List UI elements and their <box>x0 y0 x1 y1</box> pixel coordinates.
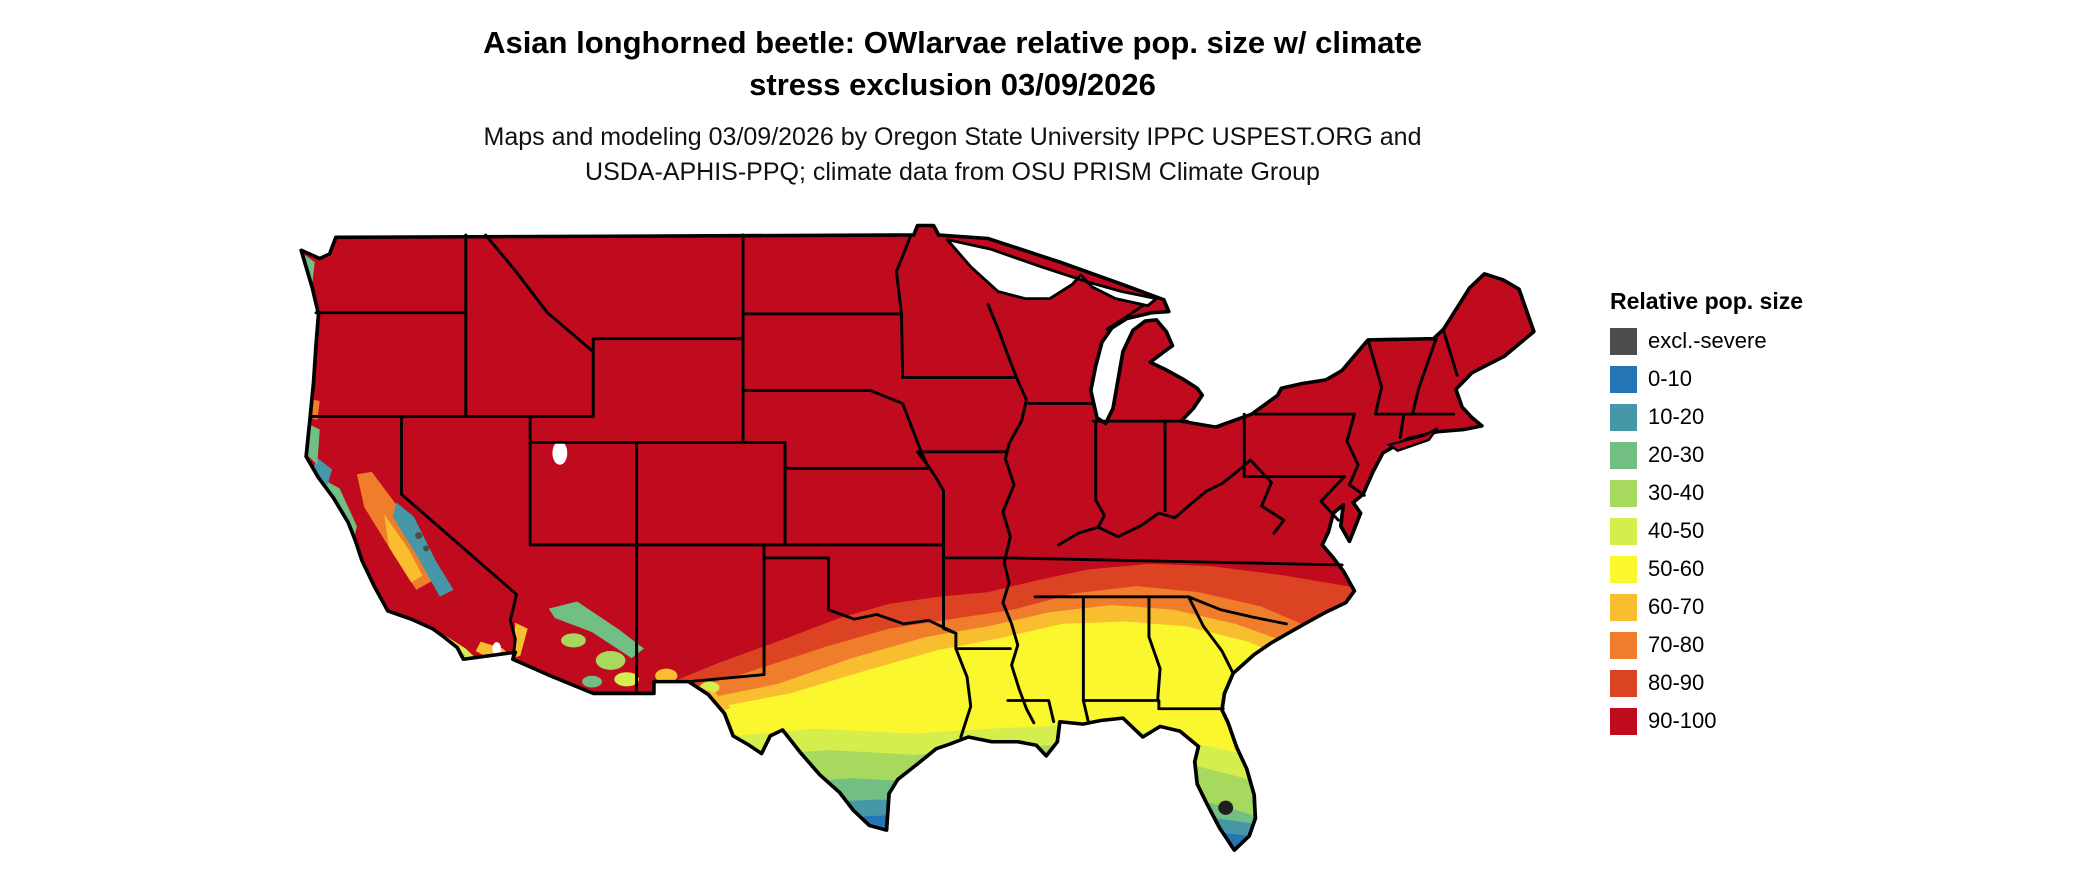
legend-entries: excl.-severe 0-10 10-20 20-30 30-40 40-50 50-6… <box>1610 327 1870 735</box>
legend-label: 20-30 <box>1648 442 1705 467</box>
north-coast-teal-patch <box>312 457 333 486</box>
legend-swatch <box>1610 479 1637 507</box>
legend-title: Relative pop. size <box>1610 288 1804 314</box>
lower-colorado-river-patch <box>512 622 528 659</box>
se-arizona-patch <box>595 651 626 670</box>
legend-label: 10-20 <box>1648 404 1705 429</box>
map-legend: Relative pop. size excl.-severe 0-10 10-20… <box>1610 288 1870 745</box>
central-arizona-patch <box>561 633 586 648</box>
legend-entry: 70-80 <box>1610 631 1870 659</box>
legend-swatch <box>1610 593 1637 621</box>
us-landmass <box>301 225 1534 851</box>
lake-superior <box>945 238 1158 308</box>
redwood-coast-patch <box>307 424 320 465</box>
legend-label: 90-100 <box>1648 708 1717 733</box>
pop-band-0-10 <box>790 814 1416 851</box>
pop-band-20-30 <box>730 775 1416 851</box>
great-salt-lake <box>552 441 568 465</box>
map-subtitle: Maps and modeling 03/09/2026 by Oregon S… <box>0 120 1905 190</box>
legend-entry: 20-30 <box>1610 441 1870 469</box>
figure-header: Asian longhorned beetle: OWlarvae relati… <box>0 22 1905 190</box>
legend-label: 70-80 <box>1648 632 1705 657</box>
salton-sea <box>492 642 502 656</box>
map-title-line-2: stress exclusion 03/09/2026 <box>749 67 1156 102</box>
lake-okeechobee <box>1218 800 1234 815</box>
legend-swatch <box>1610 365 1637 393</box>
us-map-svg <box>299 223 1536 852</box>
legend-swatch <box>1610 517 1637 545</box>
legend-entry: 80-90 <box>1610 669 1870 697</box>
mogollon-rim-patch <box>548 601 645 659</box>
legend-swatch <box>1610 403 1637 431</box>
legend-label: 40-50 <box>1648 518 1705 543</box>
legend-swatch <box>1610 631 1637 659</box>
se-arizona-patch <box>582 675 602 688</box>
las-cruces-patch <box>655 668 678 683</box>
sierra-severe-speck <box>415 531 423 540</box>
legend-label: 80-90 <box>1648 670 1705 695</box>
legend-label: 0-10 <box>1648 366 1693 391</box>
se-arizona-patch <box>614 672 640 687</box>
us-map <box>295 222 1545 882</box>
legend-entry: 30-40 <box>1610 479 1870 507</box>
sierra-severe-speck <box>423 545 430 552</box>
legend-label: 30-40 <box>1648 480 1705 505</box>
legend-entry: 10-20 <box>1610 403 1870 431</box>
san-joaquin-patch <box>384 514 423 583</box>
legend-entry: 0-10 <box>1610 365 1870 393</box>
state-borders <box>310 233 1459 739</box>
legend-swatch <box>1610 669 1637 697</box>
legend-swatch <box>1610 441 1637 469</box>
legend-swatch <box>1610 555 1637 583</box>
pop-band-90-100-base <box>301 225 1534 851</box>
long-island <box>1386 427 1439 452</box>
legend-entry: 50-60 <box>1610 555 1870 583</box>
sierra-patch <box>392 502 454 597</box>
map-subtitle-line-1: Maps and modeling 03/09/2026 by Oregon S… <box>483 123 1422 151</box>
legend-entry: excl.-severe <box>1610 327 1870 355</box>
legend-label: excl.-severe <box>1648 328 1767 353</box>
map-title-line-1: Asian longhorned beetle: OWlarvae relati… <box>483 25 1422 60</box>
legend-entry: 40-50 <box>1610 517 1870 545</box>
legend-entry: 90-100 <box>1610 707 1870 735</box>
legend-swatch <box>1610 327 1637 355</box>
us-outline <box>299 223 1536 852</box>
map-subtitle-line-2: USDA-APHIS-PPQ; climate data from OSU PR… <box>585 158 1320 186</box>
legend-swatch <box>1610 707 1637 735</box>
legend-label: 50-60 <box>1648 556 1705 581</box>
legend-entry: 60-70 <box>1610 593 1870 621</box>
legend-label: 60-70 <box>1648 594 1705 619</box>
